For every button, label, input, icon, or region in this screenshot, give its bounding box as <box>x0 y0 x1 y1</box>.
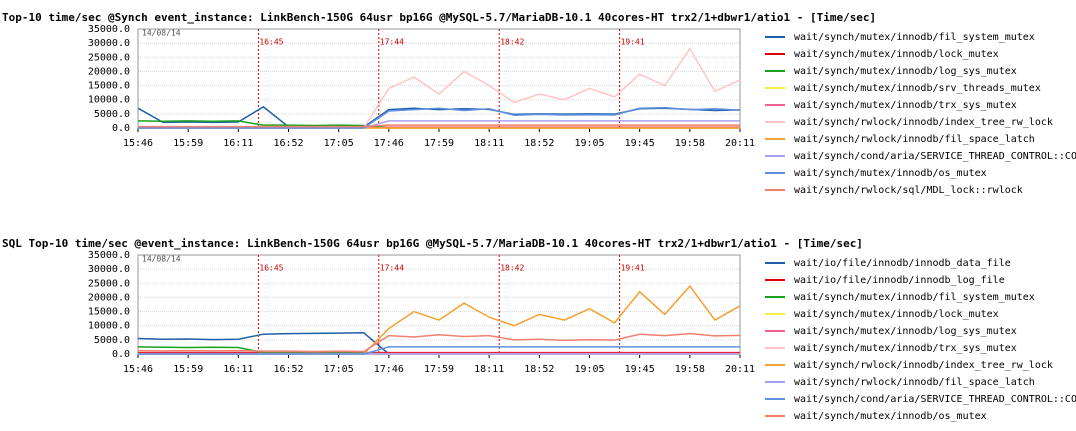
date-label: 14/08/14 <box>142 29 181 38</box>
x-tick-label: 15:46 <box>123 138 153 149</box>
chart-title: Top-10 time/sec @Synch event_instance: L… <box>2 11 876 24</box>
y-tick-label: 20000.0 <box>88 66 130 77</box>
legend-label: wait/synch/mutex/innodb/trx_sys_mutex <box>794 100 1017 111</box>
legend-label: wait/synch/rwlock/innodb/index_tree_rw_l… <box>794 117 1053 128</box>
series-line <box>138 47 741 129</box>
event-marker-label: 16:45 <box>259 264 283 273</box>
legend-label: wait/synch/mutex/innodb/lock_mutex <box>794 49 999 60</box>
legend-label: wait/synch/rwlock/innodb/fil_space_latch <box>794 377 1035 388</box>
x-tick-label: 16:11 <box>223 138 253 149</box>
legend-label: wait/synch/mutex/innodb/log_sys_mutex <box>794 326 1017 337</box>
legend-label: wait/synch/mutex/innodb/os_mutex <box>794 411 987 422</box>
event-marker-label: 18:42 <box>500 38 524 47</box>
legend-label: wait/synch/cond/aria/SERVICE_THREAD_CONT… <box>794 394 1076 405</box>
y-tick-label: 20000.0 <box>88 292 130 303</box>
series-line <box>138 106 741 129</box>
legend-label: wait/synch/mutex/innodb/fil_system_mutex <box>794 292 1035 303</box>
y-tick-label: 0.0 <box>112 349 130 360</box>
x-tick-label: 19:58 <box>675 364 705 375</box>
x-tick-label: 15:46 <box>123 364 153 375</box>
legend-label: wait/synch/mutex/innodb/fil_system_mutex <box>794 32 1035 43</box>
x-tick-label: 20:11 <box>725 364 755 375</box>
x-tick-label: 19:05 <box>574 364 604 375</box>
x-tick-label: 19:58 <box>675 138 705 149</box>
x-tick-label: 17:59 <box>424 364 454 375</box>
x-tick-label: 18:11 <box>474 364 504 375</box>
series-line <box>138 284 741 355</box>
legend-label: wait/io/file/innodb/innodb_log_file <box>794 275 1005 286</box>
event-marker-label: 17:44 <box>380 38 404 47</box>
legend-label: wait/synch/cond/aria/SERVICE_THREAD_CONT… <box>794 151 1076 162</box>
x-tick-label: 16:11 <box>223 364 253 375</box>
x-tick-label: 16:52 <box>273 138 303 149</box>
series-line <box>138 346 740 355</box>
legend-label: wait/synch/rwlock/innodb/fil_space_latch <box>794 134 1035 145</box>
series-line <box>137 105 741 128</box>
legend-label: wait/synch/mutex/innodb/srv_threads_mute… <box>794 83 1041 94</box>
event-marker-label: 19:41 <box>621 38 645 47</box>
y-tick-label: 10000.0 <box>88 321 130 332</box>
y-tick-label: 35000.0 <box>88 250 130 261</box>
y-tick-label: 35000.0 <box>88 24 130 35</box>
x-tick-label: 16:52 <box>273 364 303 375</box>
y-tick-label: 25000.0 <box>88 278 130 289</box>
chart-title: SQL Top-10 time/sec @event_instance: Lin… <box>2 237 863 250</box>
x-tick-label: 15:59 <box>173 138 203 149</box>
y-tick-label: 30000.0 <box>88 38 130 49</box>
legend-label: wait/synch/mutex/innodb/trx_sys_mutex <box>794 343 1017 354</box>
legend-label: wait/synch/mutex/innodb/lock_mutex <box>794 309 999 320</box>
legend-label: wait/synch/mutex/innodb/log_sys_mutex <box>794 66 1017 77</box>
x-tick-label: 15:59 <box>173 364 203 375</box>
event-marker-label: 17:44 <box>380 264 404 273</box>
y-tick-label: 5000.0 <box>94 109 130 120</box>
x-tick-label: 19:05 <box>574 138 604 149</box>
x-tick-label: 18:52 <box>524 364 554 375</box>
y-tick-label: 15000.0 <box>88 307 130 318</box>
x-tick-label: 19:45 <box>625 364 655 375</box>
date-label: 14/08/14 <box>142 255 181 264</box>
x-tick-label: 17:05 <box>324 138 354 149</box>
y-tick-label: 25000.0 <box>88 52 130 63</box>
x-tick-label: 20:11 <box>725 138 755 149</box>
y-tick-label: 5000.0 <box>94 335 130 346</box>
x-tick-label: 19:45 <box>625 138 655 149</box>
legend-label: wait/synch/rwlock/innodb/index_tree_rw_l… <box>794 360 1053 371</box>
event-marker-label: 19:41 <box>621 264 645 273</box>
x-tick-label: 18:52 <box>524 138 554 149</box>
series-line <box>137 332 741 353</box>
x-tick-label: 17:46 <box>374 364 404 375</box>
event-marker-label: 18:42 <box>500 264 524 273</box>
x-tick-label: 17:46 <box>374 138 404 149</box>
event-marker-label: 16:45 <box>259 38 283 47</box>
x-tick-label: 17:05 <box>324 364 354 375</box>
y-tick-label: 0.0 <box>112 123 130 134</box>
legend-label: wait/synch/mutex/innodb/os_mutex <box>794 168 987 179</box>
y-tick-label: 15000.0 <box>88 81 130 92</box>
legend-label: wait/synch/rwlock/sql/MDL_lock::rwlock <box>794 185 1023 196</box>
legend-label: wait/io/file/innodb/innodb_data_file <box>794 258 1011 269</box>
y-tick-label: 10000.0 <box>88 95 130 106</box>
y-tick-label: 30000.0 <box>88 264 130 275</box>
x-tick-label: 17:59 <box>424 138 454 149</box>
series-line <box>138 124 740 128</box>
x-tick-label: 18:11 <box>474 138 504 149</box>
